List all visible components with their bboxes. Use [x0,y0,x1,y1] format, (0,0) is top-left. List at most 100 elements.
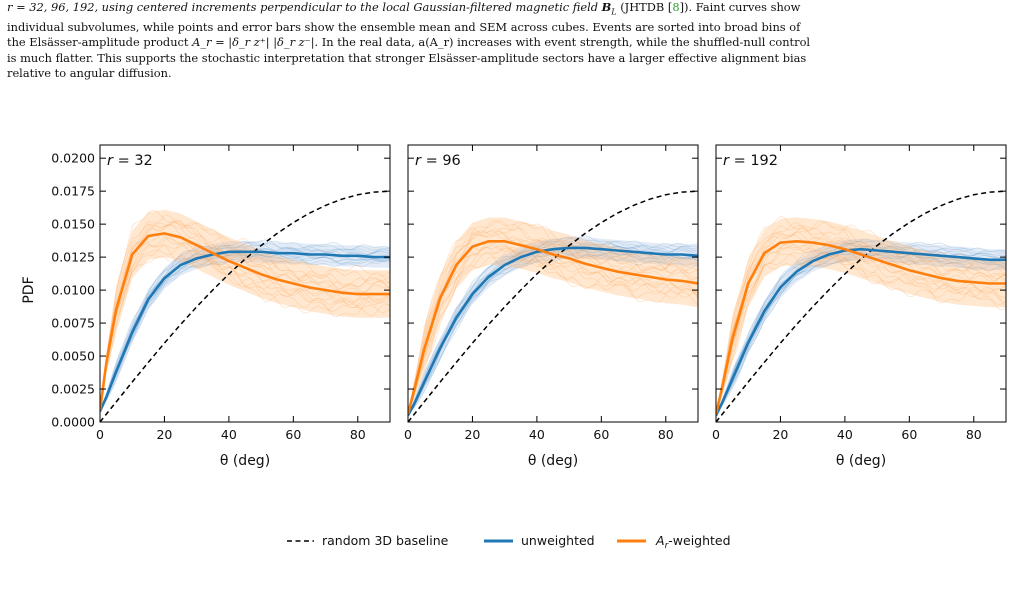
subvolume-curve [408,220,698,415]
y-tick-label: 0.0025 [51,382,95,397]
x-tick-label: 20 [464,427,480,442]
subvolume-curve [408,236,698,416]
subvolume-curve [100,235,390,411]
panel-label: r = 32 [107,153,153,169]
subvolume-curve [100,220,390,411]
subvolume-curve [408,241,698,416]
x-tick-label: 80 [966,427,982,442]
panel-3: 0 20 40 60 80 r = 192 θ (deg) [712,144,1007,469]
subvolume-curve [716,244,1006,415]
subvolume-curve [408,249,698,416]
unweighted-mean-line [716,247,1006,416]
caption-line-3-pre: the Elsässer-amplitude product [7,35,189,50]
subvolume-curve [716,231,1006,415]
subvolume-curve [408,245,698,416]
weighted-mean-line [716,239,1006,415]
caption-line-1-tail: (JHTDB [ [620,0,673,14]
x-tick-label: 40 [529,427,545,442]
plot-panels: 0 20 40 60 80 0.0000 0.0025 0.0050 0.0075 0.0100 0… [51,144,1007,469]
weighted-mean-line [408,240,698,415]
subvolume-curve [100,242,390,411]
subvolume-curve [408,244,698,415]
subvolume-curve [716,215,1006,415]
subvolume-curve [716,240,1006,416]
subvolume-curve [716,252,1006,416]
subvolume-curve [100,254,390,412]
subvolume-curve [716,242,1006,416]
sem-band [716,238,1006,416]
subvolume-curve [716,252,1006,415]
y-tick-label: 0.0000 [51,415,95,430]
subvolume-curve [408,235,698,416]
caption-line-4: is much flatter. This supports the stoch… [7,50,807,65]
x-tick-label: 20 [156,427,172,442]
subvolume-curve [408,249,698,416]
subvolume-curve [100,220,390,411]
sem-band [408,237,698,416]
subvolume-curve [716,244,1006,415]
subvolume-curve [100,253,390,412]
subvolume-curve [716,221,1006,415]
subvolume-curve [100,219,390,411]
caption-line-3-post: . In the real data, a(A_r) increases wit… [314,35,811,50]
baseline-line [100,190,390,422]
panel-label: r = 96 [415,153,461,169]
x-tick-label: 60 [901,427,917,442]
subvolume-curve [716,251,1006,415]
subvolume-curve [716,251,1006,416]
x-tick-label: 60 [593,427,609,442]
panel-1: 0 20 40 60 80 0.0000 0.0025 0.0050 0.0075 0.0100 0… [51,144,391,469]
x-tick-label: 0 [404,427,412,442]
subvolume-curve [716,244,1006,415]
subvolume-curve [408,219,698,415]
subvolume-curve [100,253,390,412]
sem-band [408,217,698,415]
x-axis-title: θ (deg) [836,453,886,469]
panel-frame [715,144,1007,423]
sem-band [100,241,390,412]
subvolume-curve [716,220,1006,415]
subvolume-curve [408,236,698,416]
legend-weighted-label: Ar-weighted [655,533,731,551]
subvolume-curve [716,238,1006,416]
subvolume-curve [408,245,698,415]
panel-1-data [100,190,390,422]
subvolume-curve [408,230,698,415]
sem-band [100,209,390,411]
x-tick-label: 20 [772,427,788,442]
subvolume-curve [716,233,1006,415]
weighted-mean-line [100,232,390,411]
subvolume-curve [716,241,1006,416]
y-tick-label: 0.0075 [51,316,95,331]
subvolume-curve [716,242,1006,416]
panel-2: 0 20 40 60 80 r = 96 θ (deg) [404,144,699,469]
legend: random 3D baseline unweighted Ar-weighte… [287,533,731,551]
subvolume-curve [408,228,698,415]
subvolume-curve [408,252,698,415]
subvolume-curve [100,242,390,411]
subvolume-curve [100,209,390,411]
x-tick-label: 0 [96,427,104,442]
x-tick-label: 0 [712,427,720,442]
caption-field-sub: L [611,7,617,17]
subvolume-curve [408,252,698,416]
subvolume-curve [100,242,390,412]
subvolume-curve [100,252,390,412]
subvolume-curve [408,230,698,415]
subvolume-curve [100,234,390,411]
caption-line-1-text: r = 32, 96, 192, using centered incremen… [7,0,599,14]
subvolume-curve [716,251,1006,416]
baseline-line [408,190,698,422]
subvolume-curve [100,214,390,411]
subvolume-curve [716,240,1006,416]
y-tick-label: 0.0175 [51,184,95,199]
subvolume-curve [408,247,698,416]
subvolume-curve [716,221,1006,415]
caption-ref-link[interactable]: 8 [672,0,680,14]
subvolume-curve [716,254,1006,416]
subvolume-curve [716,242,1006,415]
x-tick-label: 40 [837,427,853,442]
baseline-line [716,190,1006,422]
subvolume-curve [408,242,698,415]
